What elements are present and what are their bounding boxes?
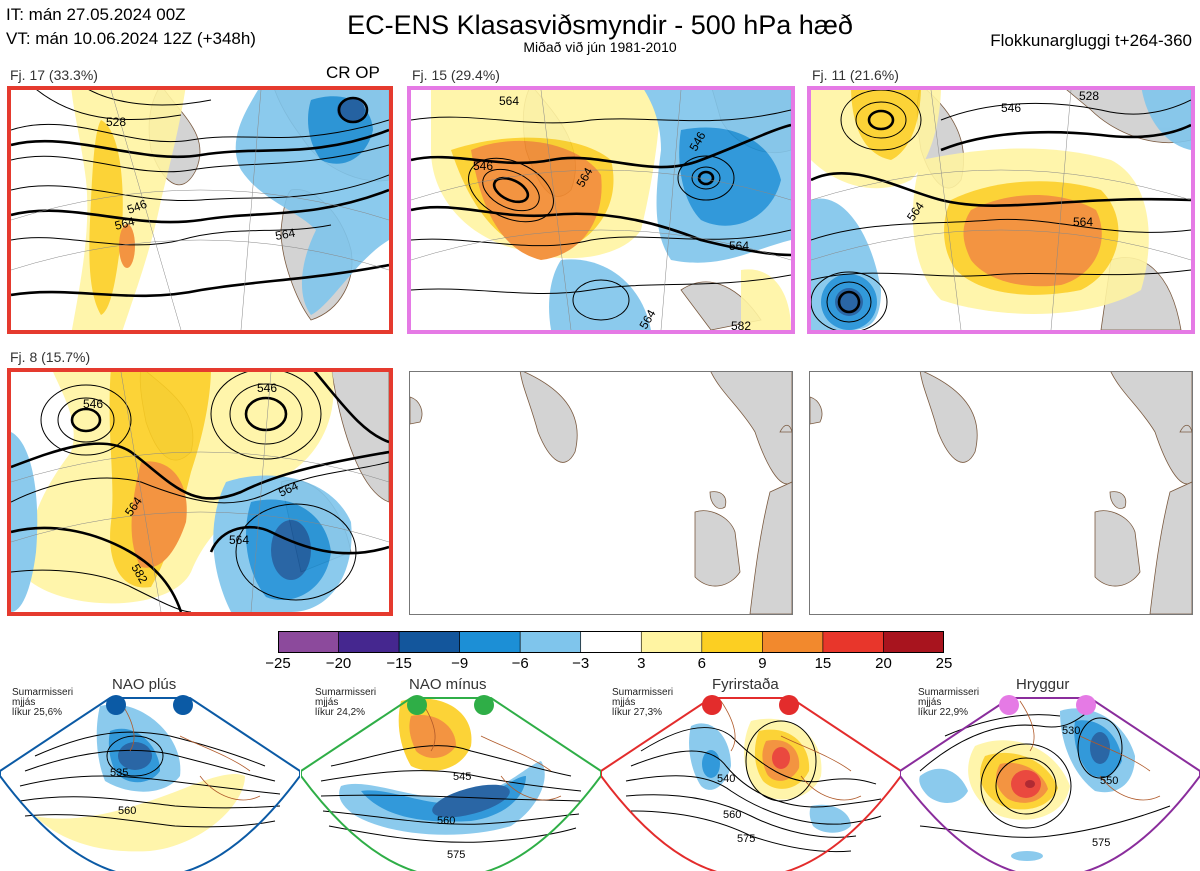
- contour-label: 546: [473, 159, 493, 173]
- colorbar-swatch: [459, 631, 521, 653]
- page-subtitle: Miðað við jún 1981-2010: [523, 39, 677, 55]
- contour-label: 564: [499, 94, 519, 108]
- contour-label: 546: [125, 197, 149, 217]
- colorbar-swatch: [398, 631, 460, 653]
- contour-label: 546: [83, 397, 103, 411]
- colorbar-tick-label: 3: [637, 655, 646, 672]
- initial-time-label: IT: mán 27.05.2024 00Z: [6, 5, 186, 24]
- contour-label: 575: [1092, 837, 1110, 849]
- regime-probability: Sumarmisseri mjjás líkur 27,3%: [612, 687, 674, 718]
- colorbar-tick-label: −3: [572, 655, 590, 672]
- colorbar-tick-label: 6: [697, 655, 706, 672]
- cluster-3-label: Fj. 11 (21.6%): [812, 67, 899, 83]
- contour-label: 564: [729, 239, 749, 253]
- contour-label: 528: [1079, 90, 1099, 103]
- colorbar-tick-label: 9: [758, 655, 767, 672]
- regime-probability: Sumarmisseri mjjás líkur 22,9%: [918, 687, 980, 718]
- regime-probability: Sumarmisseri mjjás líkur 25,6%: [12, 687, 74, 718]
- contour-label: 545: [453, 771, 471, 783]
- colorbar-swatch: [822, 631, 884, 653]
- regime-nao-plus-map: 535 560: [0, 695, 300, 871]
- regime-name: NAO mínus: [409, 676, 487, 693]
- contour-label: 560: [723, 809, 741, 821]
- regime-probability: Sumarmisseri mjjás líkur 24,2%: [315, 687, 377, 718]
- cluster-1-label: Fj. 17 (33.3%): [10, 67, 98, 83]
- regime-nao-minus-map: 545 560 575: [301, 695, 601, 871]
- colorbar-tick-label: 15: [814, 655, 832, 672]
- colorbar-tick-label: −9: [451, 655, 469, 672]
- cluster-4-label: Fj. 8 (15.7%): [10, 349, 91, 365]
- cluster-1-tag: CR OP: [326, 63, 380, 82]
- regime-ridge-map: 530 550 575: [900, 695, 1200, 871]
- colorbar-swatch: [519, 631, 582, 653]
- contour-label: 564: [113, 214, 136, 233]
- clustering-window-label: Flokkunargluggi t+264-360: [990, 31, 1192, 50]
- cluster-1-map: 546 564 528 564: [7, 86, 393, 334]
- contour-label: 582: [731, 319, 751, 330]
- colorbar-swatch: [580, 631, 642, 653]
- colorbar-tick-label: −15: [386, 655, 412, 672]
- colorbar-swatch: [338, 631, 400, 653]
- cluster-2-label: Fj. 15 (29.4%): [412, 67, 500, 83]
- colorbar: [278, 631, 944, 653]
- cluster-4-map: 546 546 564 564 564 582: [7, 368, 393, 616]
- contour-label: 530: [1062, 725, 1080, 737]
- contour-label: 546: [257, 381, 277, 395]
- colorbar-tick-label: 20: [875, 655, 892, 672]
- contour-label: 550: [1100, 775, 1118, 787]
- contour-label: 564: [1073, 215, 1093, 229]
- regime-name: Hryggur: [1016, 676, 1070, 693]
- contour-label: 535: [110, 767, 128, 779]
- colorbar-swatch: [701, 631, 763, 653]
- colorbar-tick-label: −25: [265, 655, 291, 672]
- colorbar-tick-label: −20: [325, 655, 352, 672]
- empty-map-panel: [409, 371, 793, 615]
- valid-time-label: VT: mán 10.06.2024 12Z (+348h): [6, 29, 256, 48]
- colorbar-swatch: [883, 631, 944, 653]
- colorbar-swatch: [640, 631, 703, 653]
- colorbar-tick-label: −6: [511, 655, 529, 672]
- contour-label: 528: [106, 115, 126, 129]
- regime-name: NAO plús: [112, 676, 177, 693]
- contour-label: 540: [717, 773, 735, 785]
- page-title: EC-ENS Klasasviðsmyndir - 500 hPa hæð: [347, 10, 853, 40]
- colorbar-swatch: [278, 631, 339, 653]
- cluster-3-map: 546 528 564 564: [807, 86, 1195, 334]
- colorbar-swatch: [762, 631, 824, 653]
- contour-label: 575: [737, 833, 755, 845]
- contour-label: 564: [274, 226, 296, 243]
- contour-label: 546: [1001, 101, 1021, 115]
- colorbar-tick-label: 25: [935, 655, 953, 672]
- contour-label: 575: [447, 849, 465, 861]
- cluster-2-map: 564 546 564 546 564 582 564: [407, 86, 795, 334]
- contour-label: 564: [229, 533, 249, 547]
- regime-name: Fyrirstaða: [712, 676, 779, 693]
- regime-blocking-map: 540 560 575: [601, 695, 901, 871]
- contour-label: 560: [118, 805, 136, 817]
- contour-label: 560: [437, 815, 455, 827]
- empty-map-panel: [809, 371, 1193, 615]
